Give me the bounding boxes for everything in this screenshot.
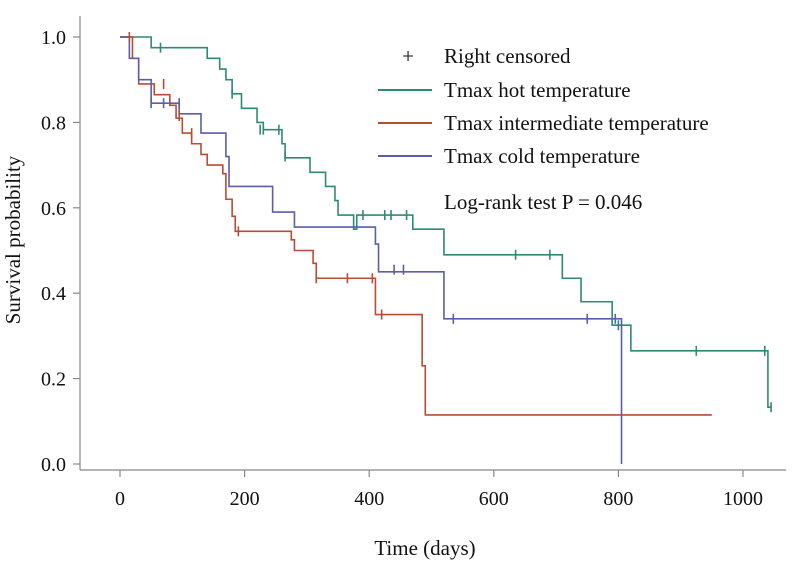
y-axis-label: Survival probability: [1, 155, 25, 324]
legend-label-intermediate: Tmax intermediate temperature: [444, 111, 709, 135]
y-tick-label: 0.8: [41, 112, 66, 134]
x-tick-label: 600: [479, 488, 509, 510]
x-tick-label: 400: [354, 488, 384, 510]
survival-curve-intermediate: [120, 36, 712, 416]
x-tick-label: 200: [230, 488, 260, 510]
x-tick-label: 1000: [723, 488, 763, 510]
x-tick-label: 800: [603, 488, 633, 510]
survival-curve-hot: [120, 36, 772, 409]
legend-censor-symbol: +: [402, 44, 414, 68]
legend-label-hot: Tmax hot temperature: [444, 78, 631, 102]
y-tick-label: 0.6: [41, 198, 66, 220]
y-tick-label: 0.0: [41, 454, 66, 476]
y-tick-label: 0.4: [41, 283, 66, 305]
x-axis-label: Time (days): [374, 536, 475, 560]
legend-censor-label: Right censored: [444, 44, 571, 68]
y-tick-label: 0.2: [41, 369, 66, 391]
legend: + Right censored Tmax hot temperature Tm…: [378, 44, 709, 168]
log-rank-annotation: Log-rank test P = 0.046: [444, 190, 642, 214]
x-tick-label: 0: [115, 488, 125, 510]
legend-label-cold: Tmax cold temperature: [444, 144, 640, 168]
survival-curve-cold: [120, 36, 623, 464]
y-tick-label: 1.0: [41, 27, 66, 49]
